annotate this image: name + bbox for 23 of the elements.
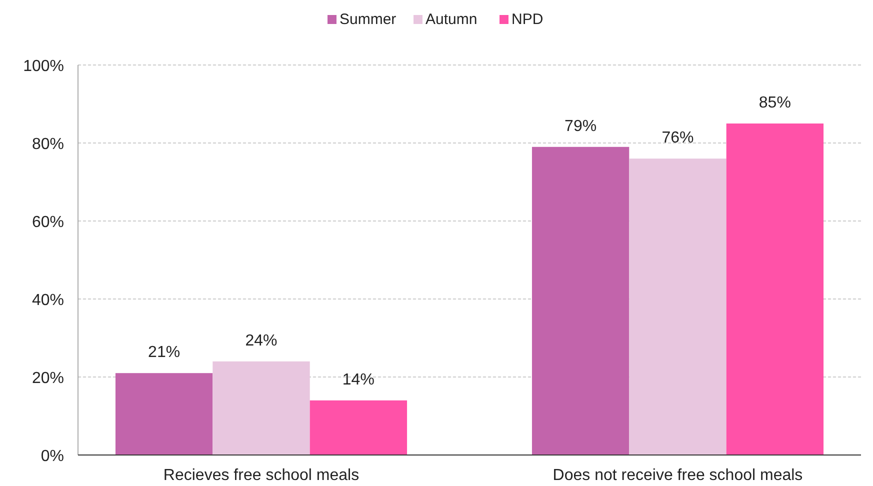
y-tick-label: 80% bbox=[32, 136, 64, 153]
legend-label: Autumn bbox=[426, 11, 478, 28]
legend-label: NPD bbox=[512, 11, 544, 28]
bar bbox=[629, 158, 726, 455]
x-tick-label: Recieves free school meals bbox=[163, 467, 360, 484]
bar bbox=[726, 124, 824, 455]
data-label: 21% bbox=[148, 344, 180, 362]
x-tick-label: Does not receive free school meals bbox=[552, 467, 803, 484]
data-label: 14% bbox=[342, 371, 374, 388]
y-tick-label: 40% bbox=[32, 292, 64, 309]
y-tick-label: 20% bbox=[32, 370, 64, 387]
y-tick-label: 100% bbox=[23, 58, 64, 75]
bar bbox=[532, 146, 630, 455]
y-tick-label: 60% bbox=[32, 214, 64, 231]
bar bbox=[115, 373, 213, 455]
data-label: 76% bbox=[662, 130, 694, 147]
data-label: 85% bbox=[758, 94, 791, 112]
y-tick-label: 0% bbox=[40, 448, 64, 465]
bar bbox=[310, 400, 408, 455]
legend-label: Summer bbox=[340, 11, 396, 28]
data-label: 24% bbox=[245, 332, 278, 350]
data-label: 79% bbox=[564, 118, 597, 135]
bar bbox=[212, 361, 310, 455]
